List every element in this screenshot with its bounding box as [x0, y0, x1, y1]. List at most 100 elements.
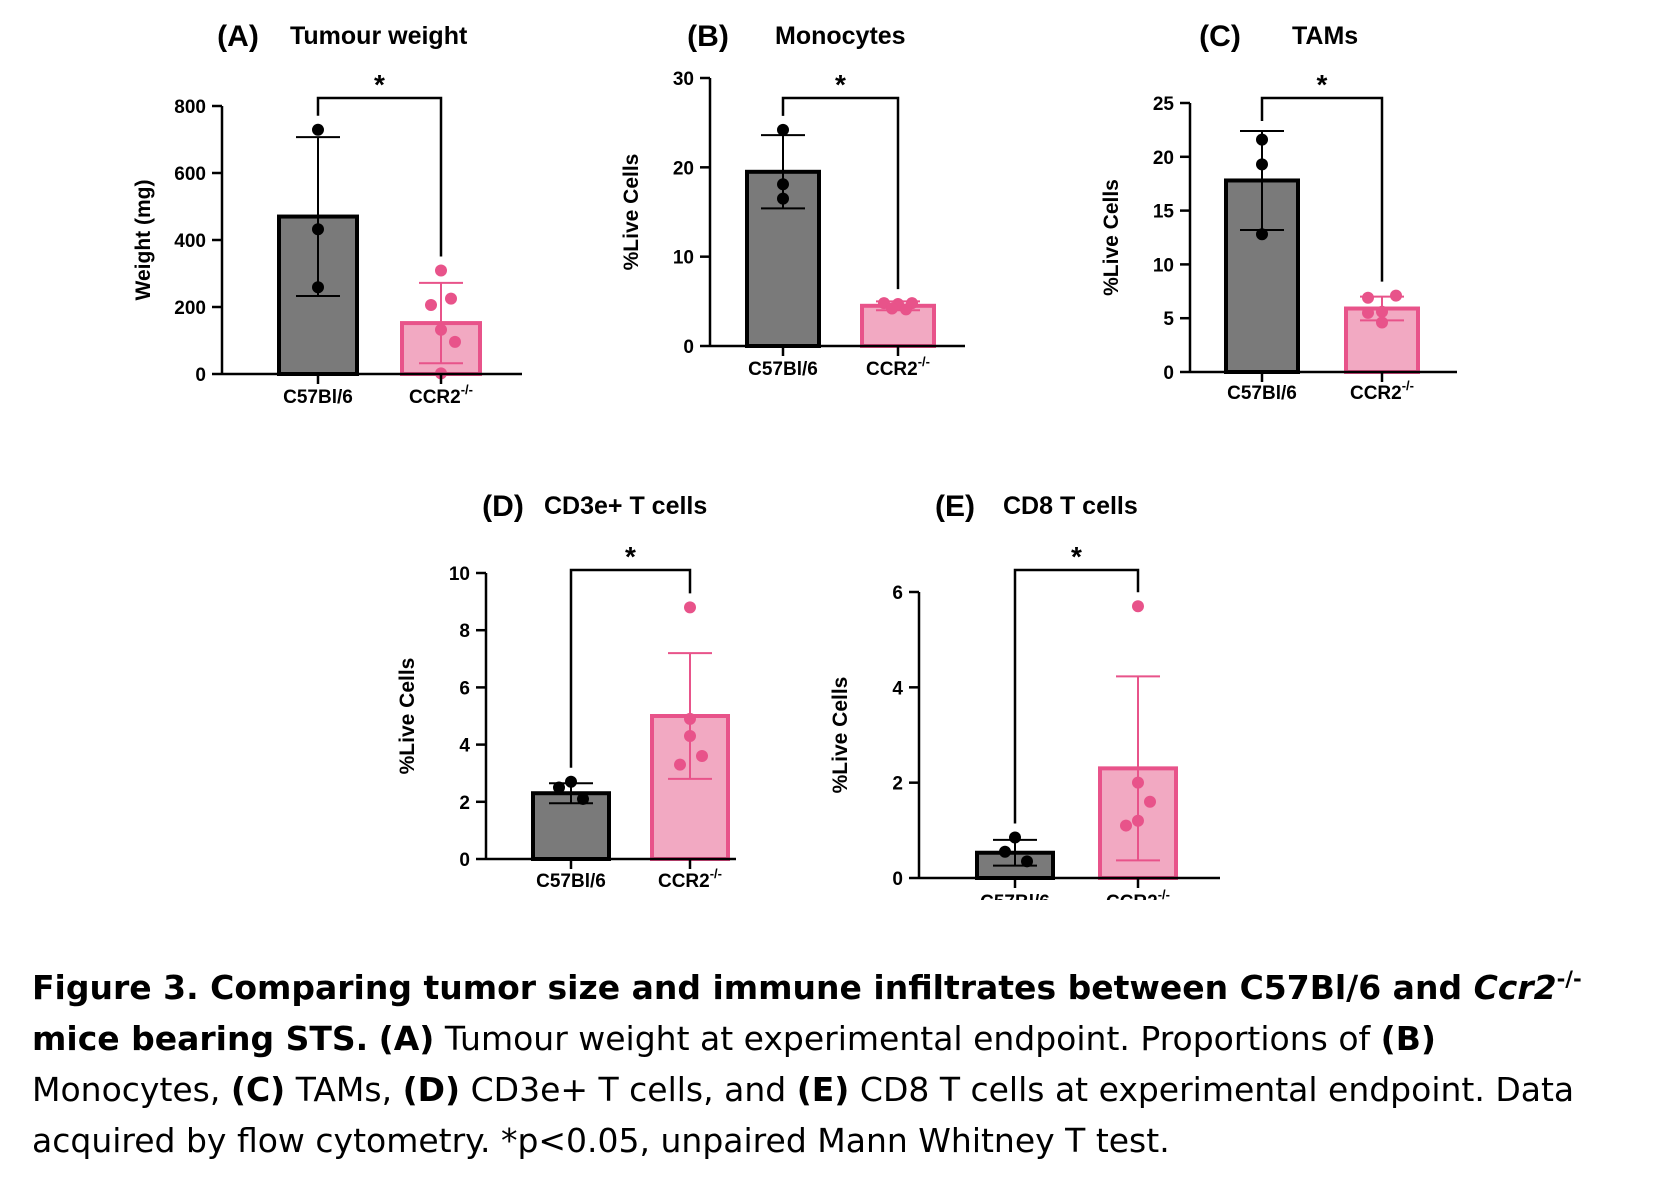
data-point [1256, 133, 1268, 146]
data-point [312, 223, 324, 236]
data-point [425, 298, 437, 311]
y-axis-label: %Live Cells [829, 677, 852, 794]
figure-caption: Figure 3. Comparing tumor size and immun… [32, 967, 1582, 1160]
data-point [684, 601, 696, 614]
data-point [1362, 291, 1374, 304]
y-tick-label: 15 [1153, 202, 1175, 223]
significance-marker: * [835, 69, 846, 100]
data-point [1390, 289, 1402, 302]
bar [860, 303, 936, 348]
data-point [999, 845, 1011, 858]
x-tick-label: CCR2-/- [1106, 887, 1170, 900]
data-point [1144, 795, 1156, 808]
chart-panel-d: (D) CD3e+ T cells 0 2 4 6 8 10 C57Bl/6 CCR2-/- %Li… [396, 490, 736, 892]
data-point [777, 123, 789, 136]
data-point [1132, 814, 1144, 827]
significance-bracket [316, 96, 443, 257]
data-point [312, 281, 324, 294]
data-point [1256, 228, 1268, 241]
chart-title: Tumour weight [290, 22, 468, 50]
chart-panel-c: (C) TAMs 0 5 10 15 20 25 C57Bl/6 CCR2-/- %Live Cel… [1100, 20, 1457, 404]
significance-marker: * [1071, 541, 1082, 572]
data-point [1009, 831, 1021, 844]
data-point [886, 302, 898, 315]
data-point [565, 775, 577, 788]
y-axis-label: %Live Cells [396, 658, 419, 775]
y-axis-label: %Live Cells [1100, 179, 1123, 296]
chart-panel-e: (E) CD8 T cells 0 2 4 6 C57Bl/6 CCR2-/- %Live Ce… [829, 490, 1220, 900]
data-point [553, 781, 565, 794]
panel-label: (E) [935, 490, 975, 523]
data-point [1021, 855, 1033, 868]
data-point [435, 264, 447, 277]
y-tick-label: 10 [673, 248, 694, 269]
data-point [684, 730, 696, 743]
y-tick-label: 20 [673, 158, 694, 179]
y-tick-label: 6 [892, 583, 903, 604]
chart-title: CD3e+ T cells [544, 492, 707, 520]
data-point [674, 758, 686, 771]
data-point [1120, 819, 1132, 832]
data-point [445, 292, 457, 305]
y-axis-label: Weight (mg) [132, 180, 155, 301]
significance-marker: * [1317, 69, 1328, 100]
y-tick-label: 2 [892, 774, 903, 795]
data-point [312, 123, 324, 136]
data-point [777, 192, 789, 205]
y-tick-label: 30 [673, 69, 694, 90]
chart-panel-b: (B) Monocytes 0 10 20 30 C57Bl/6 CCR2-/- %Live C… [620, 20, 965, 380]
data-point [1132, 600, 1144, 613]
y-tick-label: 2 [459, 793, 470, 814]
data-point [1256, 158, 1268, 171]
y-tick-label: 4 [892, 678, 903, 699]
y-tick-label: 200 [174, 298, 206, 319]
significance-bracket [569, 568, 692, 768]
x-tick-label: C57Bl/6 [283, 387, 353, 408]
y-tick-label: 4 [459, 736, 470, 757]
data-point [684, 712, 696, 725]
panel-label: (A) [217, 20, 259, 53]
x-tick-label: CCR2-/- [866, 354, 930, 380]
x-tick-label: C57Bl/6 [980, 892, 1050, 900]
y-tick-label: 10 [449, 564, 470, 585]
data-point [696, 750, 708, 763]
data-point [1376, 305, 1388, 318]
data-point [1362, 306, 1374, 319]
panel-label: (C) [1199, 20, 1241, 53]
x-tick-label: CCR2-/- [1350, 378, 1414, 404]
data-point [1376, 316, 1388, 329]
significance-bracket [1013, 568, 1140, 824]
y-tick-label: 0 [195, 365, 206, 386]
panel-label: (B) [687, 20, 729, 53]
y-tick-label: 0 [892, 869, 903, 890]
y-tick-label: 10 [1153, 255, 1174, 276]
y-tick-label: 8 [459, 621, 470, 642]
significance-marker: * [625, 541, 636, 572]
chart-panel-a: (A) Tumour weight 0 200 400 600 800 C57Bl/6 CCR2… [132, 20, 522, 408]
x-tick-label: CCR2-/- [409, 382, 473, 408]
y-tick-label: 5 [1163, 309, 1174, 330]
data-point [449, 335, 461, 348]
y-tick-label: 6 [459, 678, 470, 699]
data-point [1132, 776, 1144, 789]
y-tick-label: 0 [459, 850, 470, 871]
chart-title: TAMs [1292, 22, 1358, 50]
data-point [435, 323, 447, 336]
x-tick-label: CCR2-/- [658, 866, 722, 892]
data-point [900, 303, 912, 316]
y-tick-label: 600 [174, 164, 206, 185]
significance-bracket [1260, 96, 1384, 282]
y-axis-label: %Live Cells [620, 154, 643, 271]
y-tick-label: 20 [1153, 148, 1174, 169]
x-tick-label: C57Bl/6 [748, 359, 818, 380]
y-tick-label: 0 [1163, 363, 1174, 384]
y-tick-label: 0 [683, 337, 694, 358]
y-tick-label: 400 [174, 231, 206, 252]
x-tick-label: C57Bl/6 [1227, 383, 1297, 404]
chart-title: CD8 T cells [1003, 492, 1138, 520]
y-tick-label: 800 [174, 97, 206, 118]
data-point [777, 178, 789, 191]
x-tick-label: C57Bl/6 [536, 871, 606, 892]
caption-title: Figure 3. Comparing tumor size and immun… [32, 967, 1582, 1058]
